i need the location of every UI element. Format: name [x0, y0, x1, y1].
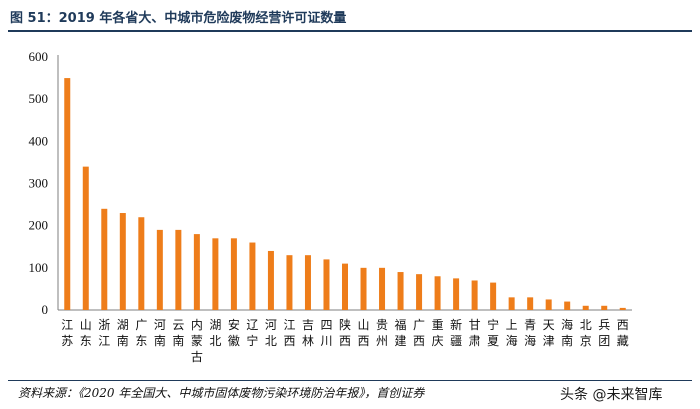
category-label: 安徽 — [228, 317, 240, 348]
category-label: 湖南 — [117, 317, 129, 348]
category-label: 河南 — [154, 318, 166, 348]
footer-rule — [8, 380, 692, 381]
category-label: 北京 — [580, 318, 592, 348]
bar-4 — [138, 217, 145, 310]
bar-26 — [545, 299, 552, 310]
watermark: 头条 @未来智库 — [560, 387, 663, 403]
category-label: 河北 — [265, 318, 277, 348]
bar-2 — [101, 208, 108, 310]
category-label: 吉林 — [302, 318, 314, 348]
bar-0 — [64, 78, 71, 310]
bar-7 — [193, 234, 200, 310]
bar-8 — [212, 238, 219, 310]
bar-5 — [156, 229, 163, 310]
category-label: 山西 — [358, 318, 370, 348]
bars — [64, 78, 626, 310]
category-label: 陕西 — [339, 317, 351, 348]
category-label: 兵团 — [598, 318, 610, 348]
bar-15 — [342, 263, 348, 310]
y-tick-label: 300 — [29, 176, 49, 191]
bar-30 — [619, 307, 626, 310]
category-labels: 江苏山东浙江湖南广东河南云南内蒙古湖北安徽辽宁河北江西吉林四川陕西山西贵州福建广… — [61, 317, 628, 364]
bar-3 — [119, 213, 126, 310]
bar-chart: 0 100 200 300 400 500 600 江苏山东浙江湖南广东河南云南内蒙古湖北安… — [29, 49, 632, 364]
bar-16 — [360, 267, 367, 310]
category-label: 上海 — [506, 318, 518, 348]
bar-25 — [527, 297, 534, 310]
bar-11 — [267, 250, 274, 310]
category-label: 云南 — [172, 318, 184, 348]
bar-13 — [304, 255, 311, 310]
bar-14 — [323, 259, 330, 310]
category-label: 山东 — [80, 318, 92, 348]
bar-20 — [434, 276, 441, 310]
category-label: 福建 — [395, 317, 407, 348]
category-label: 西藏 — [617, 318, 629, 348]
bar-10 — [249, 242, 256, 310]
category-label: 甘肃 — [469, 318, 481, 348]
title-rule — [8, 30, 692, 32]
bar-22 — [471, 280, 478, 310]
bar-12 — [286, 255, 293, 310]
figure-title: 图 51：2019 年各省大、中城市危险废物经营许可证数量 — [10, 11, 347, 26]
bar-29 — [601, 305, 608, 310]
category-label: 江苏 — [61, 318, 73, 348]
category-label: 青海 — [524, 318, 536, 348]
y-tick-label: 500 — [29, 91, 49, 106]
source-note: 资料来源：《2020 年全国大、中城市固体废物污染环境防治年报》，首创证券 — [18, 386, 425, 400]
bar-9 — [230, 238, 237, 310]
bar-1 — [82, 166, 89, 310]
y-tick-label: 200 — [29, 218, 49, 233]
category-label: 湖北 — [209, 317, 221, 348]
category-label: 广西 — [413, 318, 425, 348]
bar-17 — [379, 267, 386, 310]
bar-23 — [490, 282, 497, 310]
y-tick-label: 400 — [29, 133, 49, 148]
y-tick-label: 0 — [42, 302, 49, 317]
category-label: 贵州 — [376, 318, 388, 348]
category-label: 天津 — [543, 318, 555, 348]
bar-24 — [508, 297, 515, 310]
category-label: 浙江 — [98, 318, 110, 348]
category-label: 海南 — [561, 317, 573, 348]
category-label: 内蒙古 — [191, 318, 203, 364]
bar-6 — [175, 229, 182, 310]
category-label: 江西 — [283, 318, 295, 348]
category-label: 辽宁 — [246, 318, 258, 348]
y-tick-label: 600 — [29, 49, 49, 64]
category-label: 宁夏 — [487, 317, 499, 348]
category-label: 新疆 — [450, 317, 462, 348]
bar-28 — [582, 305, 589, 310]
bar-27 — [564, 301, 571, 310]
bar-18 — [397, 272, 404, 310]
y-tick-label: 100 — [29, 260, 49, 275]
bar-21 — [453, 278, 460, 310]
category-label: 广东 — [135, 318, 147, 348]
category-label: 四川 — [320, 318, 332, 348]
bar-19 — [416, 274, 423, 310]
y-tick-labels: 0 100 200 300 400 500 600 — [29, 49, 49, 317]
category-label: 重庆 — [432, 318, 444, 348]
